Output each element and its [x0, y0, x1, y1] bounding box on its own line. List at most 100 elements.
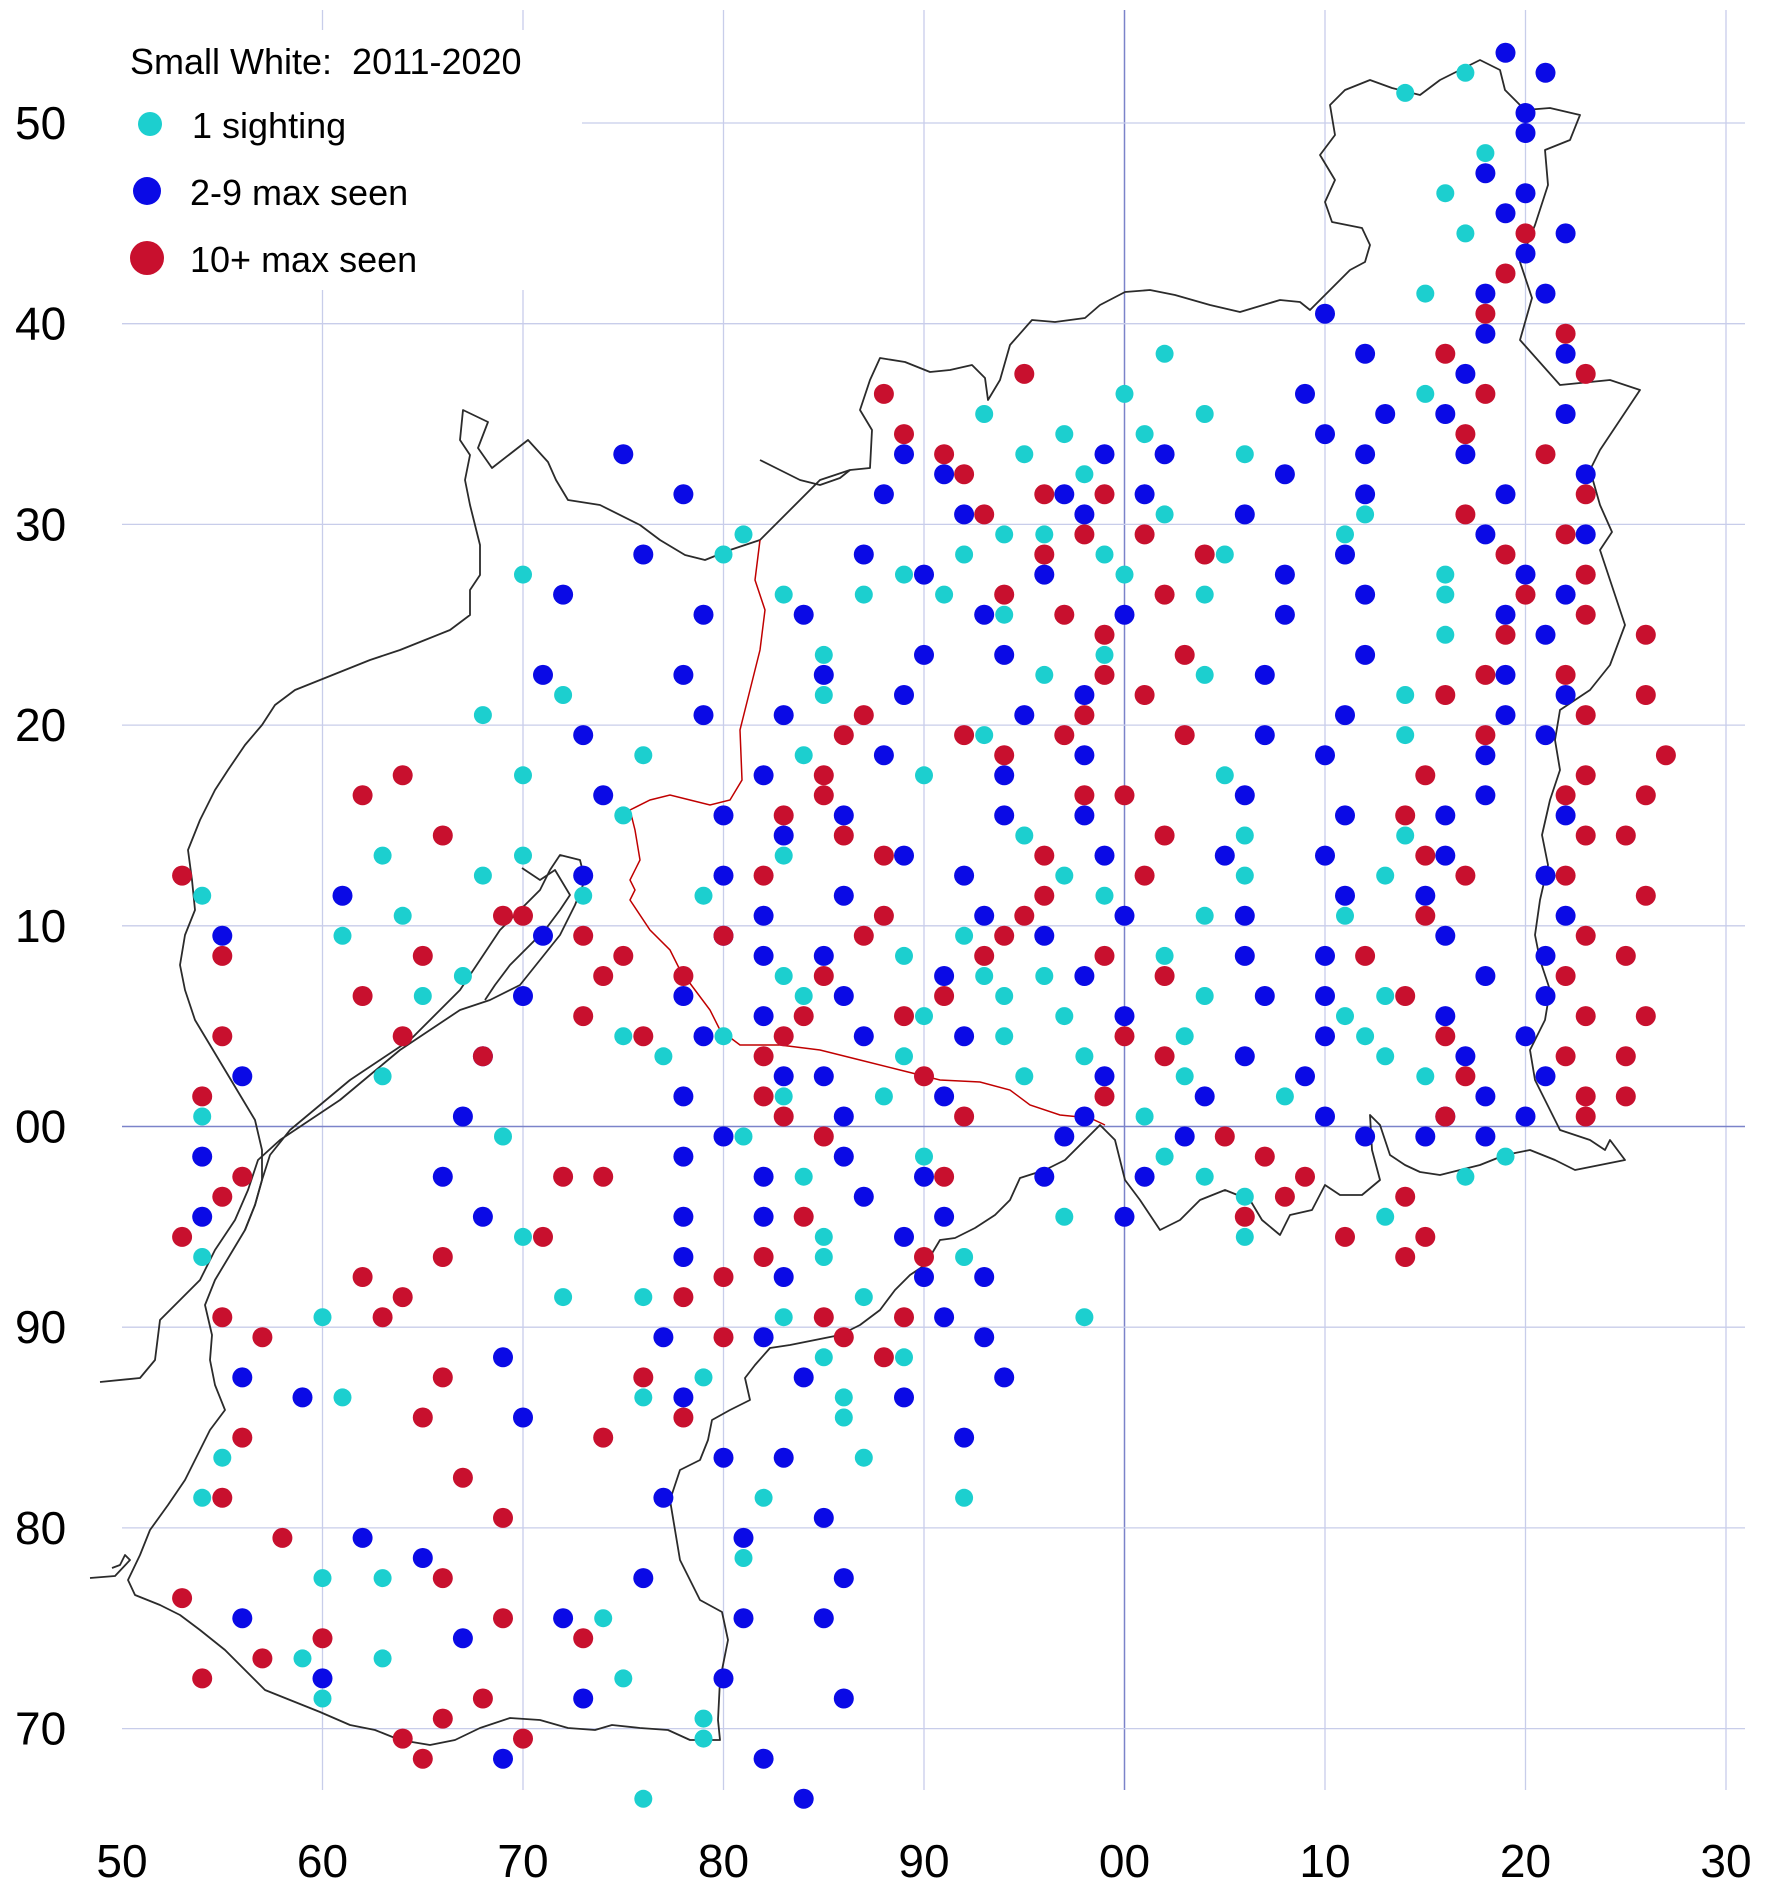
record-dot-many [1074, 524, 1095, 545]
record-dot-many [412, 1748, 433, 1769]
record-dot-many [813, 1307, 834, 1328]
record-dot-one [514, 1227, 532, 1246]
record-dot-few [1315, 1026, 1335, 1047]
record-dot-many [1635, 1006, 1656, 1027]
record-dot-many [392, 1728, 413, 1749]
river-line [629, 539, 1106, 1126]
record-dot-few [1495, 664, 1516, 685]
record-dot-few [493, 1748, 513, 1769]
record-dot-many [1575, 1006, 1596, 1027]
record-dot-few [1535, 865, 1556, 886]
record-dot-many [593, 1427, 614, 1448]
record-dot-few [1194, 1086, 1215, 1107]
record-dot-few [833, 885, 854, 906]
record-dot-few [533, 925, 553, 946]
record-dot-few [1355, 484, 1376, 505]
record-dot-few [1315, 424, 1335, 445]
record-dot-one [1095, 545, 1114, 564]
record-dot-many [1134, 685, 1155, 705]
record-dot-many [232, 1427, 253, 1448]
y-tick-label-80: 80 [15, 1502, 66, 1554]
record-dot-few [1234, 945, 1255, 966]
record-dot-many [1395, 1247, 1416, 1267]
record-dot-many [1014, 905, 1035, 926]
record-dot-few [493, 1347, 513, 1368]
record-dot-few [994, 644, 1015, 665]
record-dot-few [954, 1427, 975, 1448]
record-dot-one [1115, 565, 1134, 584]
y-tick-label-40: 40 [15, 298, 66, 350]
record-dot-many [1415, 765, 1436, 786]
record-dot-few [553, 584, 574, 605]
record-dot-few [773, 825, 794, 846]
record-dot-one [1336, 525, 1354, 544]
record-dot-few [1034, 1166, 1055, 1187]
record-dot-one [1155, 344, 1174, 363]
record-dot-few [1234, 504, 1255, 525]
estuary-line [484, 867, 571, 1001]
record-dot-one [1055, 1007, 1074, 1026]
record-dot-few [573, 1688, 594, 1709]
record-dot-few [1114, 905, 1135, 926]
record-dot-many [452, 1467, 473, 1488]
record-dot-many [1435, 1106, 1456, 1127]
record-dot-many [212, 1026, 233, 1047]
record-dot-many [673, 1407, 694, 1428]
record-dot-few [1114, 604, 1135, 625]
record-dot-many [1635, 885, 1656, 906]
record-dot-few [974, 1267, 995, 1287]
record-dot-few [412, 1548, 433, 1568]
record-dot-one [895, 565, 913, 584]
record-dot-few [793, 604, 814, 625]
record-dot-many [873, 905, 894, 926]
record-dot-one [834, 1388, 853, 1407]
record-dot-one [1456, 1167, 1475, 1186]
record-dot-one [514, 565, 532, 584]
record-dot-one [1095, 645, 1114, 664]
record-dot-one [774, 846, 793, 865]
record-dot-many [1335, 1226, 1355, 1247]
record-dot-few [813, 945, 834, 966]
record-dot-few [813, 1507, 834, 1528]
coast-line-2 [89, 1554, 131, 1579]
record-dot-one [1155, 505, 1174, 524]
record-dot-many [1615, 1086, 1636, 1107]
record-dot-few [753, 1748, 774, 1769]
record-dot-few [753, 765, 774, 786]
record-dot-many [1415, 905, 1436, 926]
record-dot-one [734, 1127, 753, 1146]
record-dot-one [1015, 826, 1034, 845]
record-dot-few [212, 925, 233, 946]
record-dot-few [673, 1387, 694, 1408]
record-dot-few [934, 966, 955, 986]
record-dot-many [1094, 484, 1115, 505]
record-dot-many [1034, 845, 1055, 866]
record-dot-many [352, 785, 373, 806]
record-dot-few [653, 1327, 674, 1348]
record-dot-one [834, 1408, 853, 1427]
record-dot-many [272, 1527, 293, 1548]
record-dot-few [753, 1166, 774, 1187]
record-dot-one [1396, 826, 1415, 845]
record-dot-many [472, 1688, 493, 1709]
record-dot-many [1555, 865, 1576, 886]
record-dot-many [1475, 725, 1496, 746]
record-dot-one [1015, 445, 1034, 464]
record-dot-many [713, 1327, 734, 1348]
record-dot-few [873, 745, 894, 766]
record-dot-few [1435, 1006, 1456, 1027]
record-dot-many [1495, 544, 1516, 565]
record-dot-one [634, 746, 653, 765]
record-dot-one [614, 1669, 633, 1688]
record-dot-few [713, 865, 734, 886]
record-dot-many [793, 1006, 814, 1027]
record-dot-many [1635, 785, 1656, 806]
record-dot-many [914, 1066, 934, 1087]
record-dot-many [673, 966, 694, 986]
record-dot-many [1094, 624, 1115, 645]
record-dot-one [1476, 144, 1495, 163]
record-dot-many [974, 504, 995, 525]
record-dot-one [453, 967, 472, 985]
record-dot-many [1615, 945, 1636, 966]
record-dot-many [1114, 1026, 1135, 1047]
